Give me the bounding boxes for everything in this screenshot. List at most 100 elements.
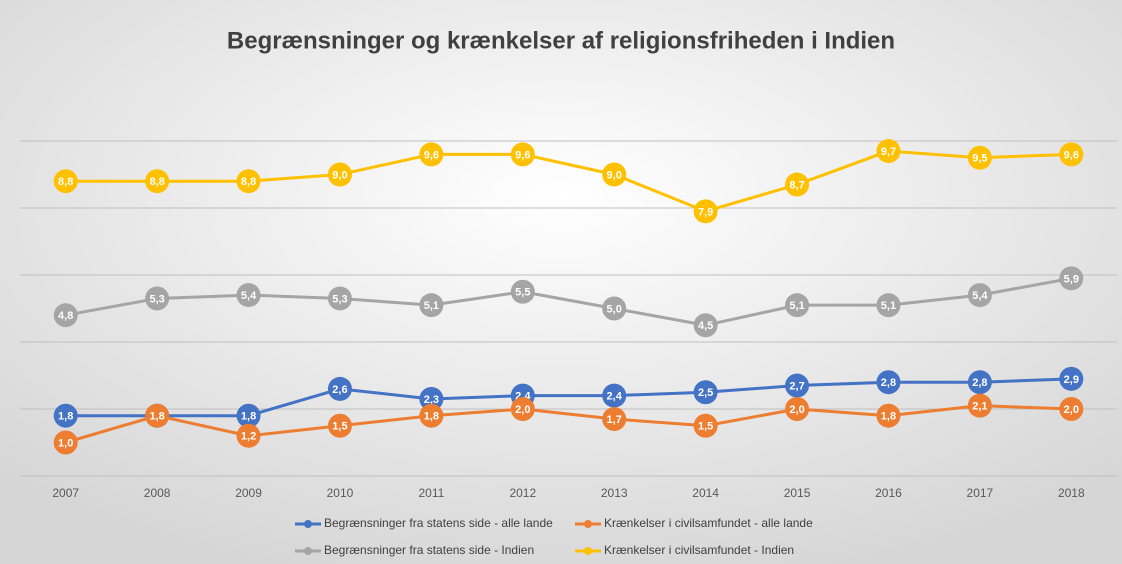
data-label: 4,5 bbox=[698, 320, 713, 332]
data-label: 9,6 bbox=[515, 149, 530, 161]
x-tick-label: 2017 bbox=[967, 486, 994, 500]
data-label: 5,3 bbox=[149, 293, 164, 305]
data-label: 1,7 bbox=[607, 414, 622, 426]
data-point bbox=[1059, 397, 1084, 421]
data-label: 9,0 bbox=[332, 169, 347, 181]
series-line bbox=[65, 276, 1072, 327]
data-label: 2,9 bbox=[1064, 374, 1079, 386]
data-label: 1,8 bbox=[58, 411, 73, 423]
series-line bbox=[65, 404, 1072, 444]
x-tick-label: 2012 bbox=[509, 486, 536, 500]
x-tick-label: 2011 bbox=[418, 486, 444, 500]
x-tick-label: 2014 bbox=[692, 486, 719, 500]
data-point bbox=[53, 430, 78, 455]
data-point bbox=[1059, 266, 1084, 291]
data-point bbox=[785, 397, 810, 421]
data-label: 1,8 bbox=[241, 411, 256, 423]
legend-label: Begrænsninger fra statens side - Indien bbox=[324, 543, 534, 557]
data-point bbox=[693, 413, 718, 438]
data-point bbox=[236, 423, 261, 448]
data-point bbox=[510, 279, 535, 304]
data-point bbox=[145, 169, 170, 194]
data-point bbox=[145, 403, 170, 428]
data-label: 2,4 bbox=[607, 391, 623, 403]
data-label: 1,5 bbox=[698, 421, 713, 433]
legend-label: Krænkelser i civilsamfundet - alle lande bbox=[604, 516, 813, 530]
data-point bbox=[327, 162, 352, 187]
data-point bbox=[602, 383, 627, 408]
data-point bbox=[693, 313, 718, 338]
x-tick-label: 2010 bbox=[327, 486, 354, 500]
data-label: 1,8 bbox=[881, 411, 896, 423]
data-label: 1,8 bbox=[424, 411, 439, 423]
legend-marker bbox=[304, 547, 312, 555]
data-label: 2,5 bbox=[698, 387, 713, 399]
data-label: 1,5 bbox=[332, 421, 347, 433]
data-label: 5,3 bbox=[332, 293, 347, 305]
x-tick-label: 2015 bbox=[784, 486, 811, 500]
legend-label: Begrænsninger fra statens side - alle la… bbox=[324, 516, 553, 530]
data-point bbox=[53, 403, 78, 428]
data-point bbox=[236, 283, 261, 308]
legend-label: Krænkelser i civilsamfundet - Indien bbox=[604, 543, 794, 557]
data-label: 5,5 bbox=[515, 287, 530, 299]
data-point bbox=[327, 286, 352, 311]
data-point bbox=[967, 393, 992, 418]
data-point bbox=[53, 303, 78, 328]
data-label: 9,0 bbox=[607, 169, 622, 181]
legend-marker bbox=[304, 520, 312, 528]
data-point bbox=[236, 403, 261, 428]
data-label: 2,0 bbox=[789, 404, 804, 416]
x-tick-label: 2008 bbox=[144, 486, 171, 500]
data-point bbox=[693, 380, 718, 405]
data-label: 8,8 bbox=[149, 176, 164, 188]
data-point bbox=[327, 413, 352, 438]
series-line bbox=[65, 377, 1072, 418]
data-point bbox=[876, 139, 901, 164]
data-label: 5,9 bbox=[1064, 273, 1079, 285]
data-label: 5,4 bbox=[972, 290, 988, 302]
data-label: 9,7 bbox=[881, 146, 896, 158]
data-point bbox=[876, 370, 901, 395]
data-label: 1,2 bbox=[241, 431, 256, 443]
data-label: 2,7 bbox=[789, 380, 804, 392]
x-tick-label: 2018 bbox=[1058, 486, 1085, 500]
data-label: 8,8 bbox=[241, 176, 256, 188]
data-label: 4,8 bbox=[58, 310, 73, 322]
data-label: 9,5 bbox=[972, 153, 987, 165]
legend-marker bbox=[584, 520, 592, 528]
data-label: 2,0 bbox=[1064, 404, 1079, 416]
data-label: 2,8 bbox=[881, 377, 896, 389]
data-point bbox=[967, 145, 992, 170]
data-label: 8,7 bbox=[789, 179, 804, 191]
data-point bbox=[967, 283, 992, 308]
data-label: 5,1 bbox=[424, 300, 439, 312]
data-point bbox=[419, 142, 444, 167]
data-label: 8,8 bbox=[58, 176, 73, 188]
series-line bbox=[65, 149, 1072, 213]
data-point bbox=[327, 376, 352, 401]
data-point bbox=[602, 162, 627, 187]
legend-marker bbox=[584, 547, 592, 555]
data-point bbox=[602, 407, 627, 432]
data-point bbox=[876, 403, 901, 428]
x-tick-label: 2013 bbox=[601, 486, 628, 500]
data-point bbox=[785, 293, 810, 318]
data-label: 9,6 bbox=[1064, 149, 1079, 161]
x-tick-label: 2016 bbox=[875, 486, 902, 500]
data-point bbox=[1059, 366, 1084, 391]
data-label: 2,6 bbox=[332, 384, 347, 396]
data-label: 7,9 bbox=[698, 206, 713, 218]
data-point bbox=[419, 293, 444, 318]
data-point bbox=[785, 373, 810, 398]
data-label: 2,0 bbox=[515, 404, 530, 416]
chart-title: Begrænsninger og krænkelser af religions… bbox=[227, 27, 895, 54]
data-point bbox=[693, 199, 718, 224]
data-point bbox=[53, 169, 78, 194]
data-label: 9,6 bbox=[424, 149, 439, 161]
data-label: 5,1 bbox=[789, 300, 804, 312]
data-point bbox=[510, 142, 535, 167]
data-point bbox=[785, 172, 810, 197]
